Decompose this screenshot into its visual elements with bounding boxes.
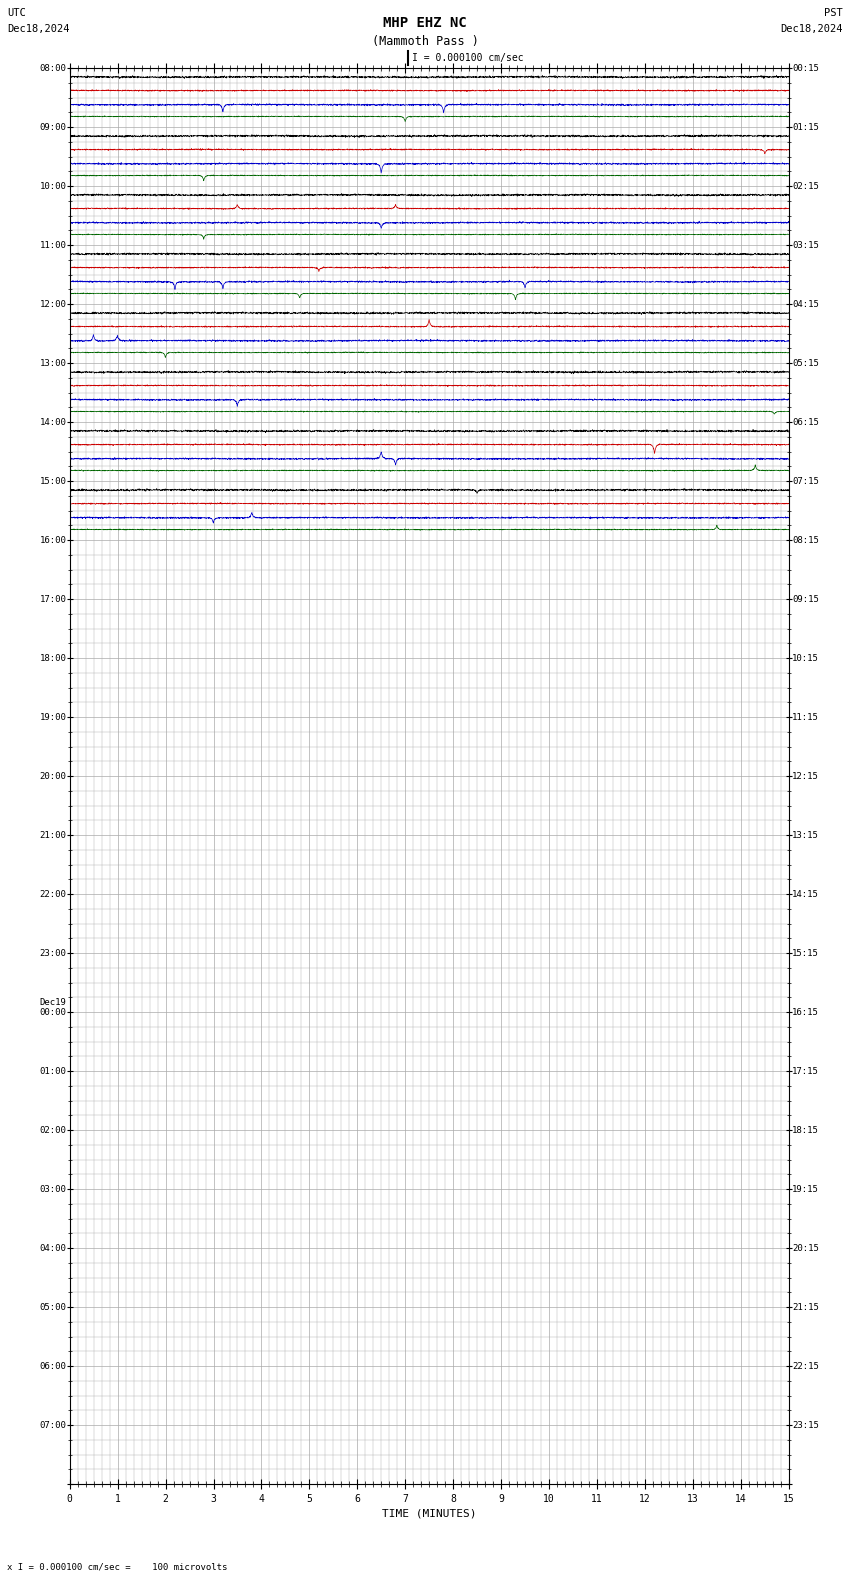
Text: 19:00: 19:00 (39, 713, 66, 722)
Text: 04:15: 04:15 (792, 299, 819, 309)
Text: 15:00: 15:00 (39, 477, 66, 486)
Text: 14:00: 14:00 (39, 418, 66, 426)
Text: Dec18,2024: Dec18,2024 (780, 24, 843, 33)
Text: 11:15: 11:15 (792, 713, 819, 722)
Text: 17:15: 17:15 (792, 1066, 819, 1076)
Text: 12:00: 12:00 (39, 299, 66, 309)
Text: 22:15: 22:15 (792, 1362, 819, 1370)
Text: 18:15: 18:15 (792, 1126, 819, 1134)
Text: 18:00: 18:00 (39, 654, 66, 662)
Text: 20:00: 20:00 (39, 771, 66, 781)
Text: 16:15: 16:15 (792, 1007, 819, 1017)
Text: 07:00: 07:00 (39, 1421, 66, 1430)
Text: 13:15: 13:15 (792, 830, 819, 840)
Text: 03:00: 03:00 (39, 1185, 66, 1194)
Text: 10:15: 10:15 (792, 654, 819, 662)
Text: 05:00: 05:00 (39, 1302, 66, 1312)
Text: 02:00: 02:00 (39, 1126, 66, 1134)
Text: 00:15: 00:15 (792, 63, 819, 73)
Text: 21:00: 21:00 (39, 830, 66, 840)
Text: 23:00: 23:00 (39, 949, 66, 958)
Text: 00:00: 00:00 (39, 1007, 66, 1017)
Text: UTC: UTC (7, 8, 26, 17)
Text: MHP EHZ NC: MHP EHZ NC (383, 16, 467, 30)
Text: 22:00: 22:00 (39, 890, 66, 898)
Text: 05:15: 05:15 (792, 358, 819, 367)
Text: 01:15: 01:15 (792, 122, 819, 131)
Text: I = 0.000100 cm/sec: I = 0.000100 cm/sec (412, 52, 524, 63)
Text: PST: PST (824, 8, 843, 17)
Text: 21:15: 21:15 (792, 1302, 819, 1312)
Text: 12:15: 12:15 (792, 771, 819, 781)
Text: 04:00: 04:00 (39, 1243, 66, 1253)
Text: 08:00: 08:00 (39, 63, 66, 73)
Text: Dec19: Dec19 (39, 998, 66, 1007)
Text: 06:00: 06:00 (39, 1362, 66, 1370)
Text: 13:00: 13:00 (39, 358, 66, 367)
Text: Dec18,2024: Dec18,2024 (7, 24, 70, 33)
Text: x I = 0.000100 cm/sec =    100 microvolts: x I = 0.000100 cm/sec = 100 microvolts (7, 1562, 227, 1571)
Text: 02:15: 02:15 (792, 182, 819, 190)
Text: 10:00: 10:00 (39, 182, 66, 190)
Text: 15:15: 15:15 (792, 949, 819, 958)
X-axis label: TIME (MINUTES): TIME (MINUTES) (382, 1508, 477, 1517)
Text: 20:15: 20:15 (792, 1243, 819, 1253)
Text: 14:15: 14:15 (792, 890, 819, 898)
Text: (Mammoth Pass ): (Mammoth Pass ) (371, 35, 479, 48)
Text: 09:00: 09:00 (39, 122, 66, 131)
Text: 17:00: 17:00 (39, 594, 66, 604)
Text: 11:00: 11:00 (39, 241, 66, 250)
Text: 01:00: 01:00 (39, 1066, 66, 1076)
Text: 06:15: 06:15 (792, 418, 819, 426)
Text: 23:15: 23:15 (792, 1421, 819, 1430)
Text: 03:15: 03:15 (792, 241, 819, 250)
Text: 19:15: 19:15 (792, 1185, 819, 1194)
Text: 16:00: 16:00 (39, 535, 66, 545)
Text: 07:15: 07:15 (792, 477, 819, 486)
Text: 09:15: 09:15 (792, 594, 819, 604)
Text: 08:15: 08:15 (792, 535, 819, 545)
